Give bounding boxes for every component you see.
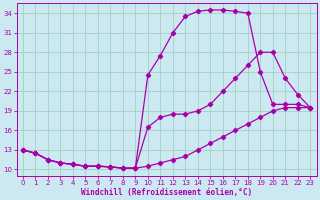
X-axis label: Windchill (Refroidissement éolien,°C): Windchill (Refroidissement éolien,°C) [81, 188, 252, 197]
